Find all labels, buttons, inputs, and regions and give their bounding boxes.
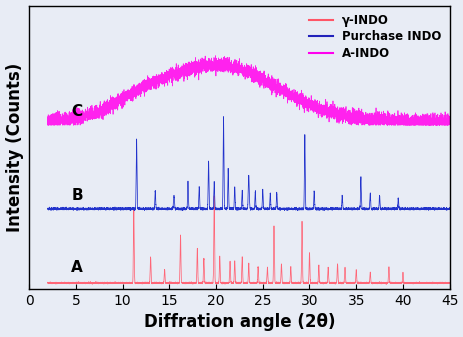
- Legend: γ-INDO, Purchase INDO, A-INDO: γ-INDO, Purchase INDO, A-INDO: [304, 9, 445, 65]
- Text: B: B: [71, 188, 82, 203]
- X-axis label: Diffration angle (2θ): Diffration angle (2θ): [144, 313, 334, 332]
- Text: C: C: [71, 104, 82, 119]
- Text: A: A: [71, 259, 83, 275]
- Y-axis label: Intensity (Counts): Intensity (Counts): [6, 63, 24, 232]
